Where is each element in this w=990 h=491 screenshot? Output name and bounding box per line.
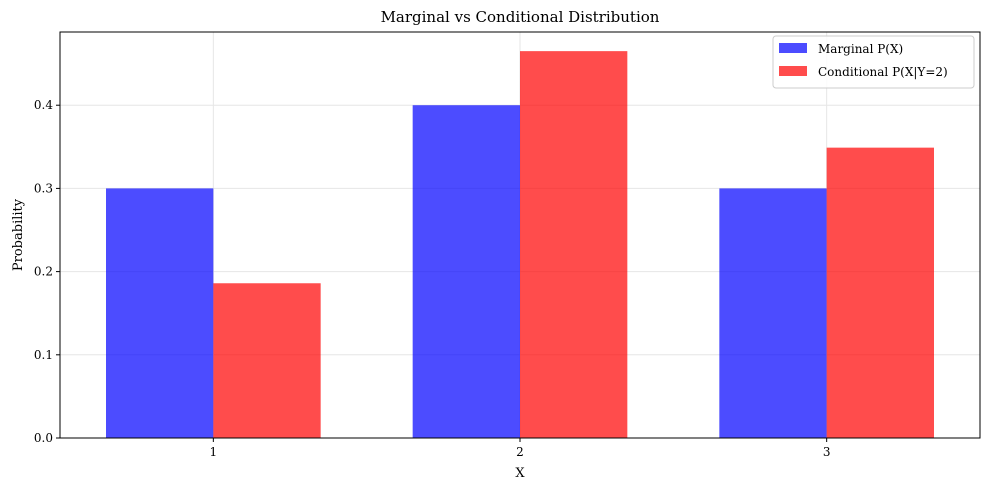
y-tick-label: 0.0	[34, 431, 53, 445]
chart-title: Marginal vs Conditional Distribution	[381, 8, 660, 26]
x-axis-label: X	[515, 466, 525, 481]
bar-conditional-1	[213, 283, 321, 438]
y-tick-label: 0.1	[34, 348, 53, 362]
bar-marginal-2	[412, 105, 520, 439]
bars	[106, 51, 934, 439]
y-axis-ticks: 0.0 0.1 0.2 0.3 0.4	[34, 98, 60, 445]
y-tick-label: 0.2	[34, 265, 53, 279]
bar-marginal-3	[719, 188, 827, 438]
y-tick-label: 0.3	[34, 181, 53, 195]
legend-swatch-marginal	[779, 43, 807, 53]
y-tick-label: 0.4	[34, 98, 53, 112]
x-tick-label: 3	[823, 445, 831, 459]
legend-label-conditional: Conditional P(X|Y=2)	[818, 65, 948, 79]
legend-box	[772, 35, 975, 89]
bar-conditional-3	[826, 147, 934, 439]
legend-swatch-conditional	[779, 66, 807, 76]
bar-marginal-1	[106, 188, 214, 438]
legend: Marginal P(X) Conditional P(X|Y=2)	[772, 35, 975, 89]
y-axis-label: Probability	[11, 198, 26, 271]
legend-label-marginal: Marginal P(X)	[818, 42, 903, 56]
x-axis-ticks: 1 2 3	[210, 438, 831, 459]
x-tick-label: 2	[516, 445, 524, 459]
bar-conditional-2	[520, 51, 628, 438]
x-tick-label: 1	[210, 445, 218, 459]
